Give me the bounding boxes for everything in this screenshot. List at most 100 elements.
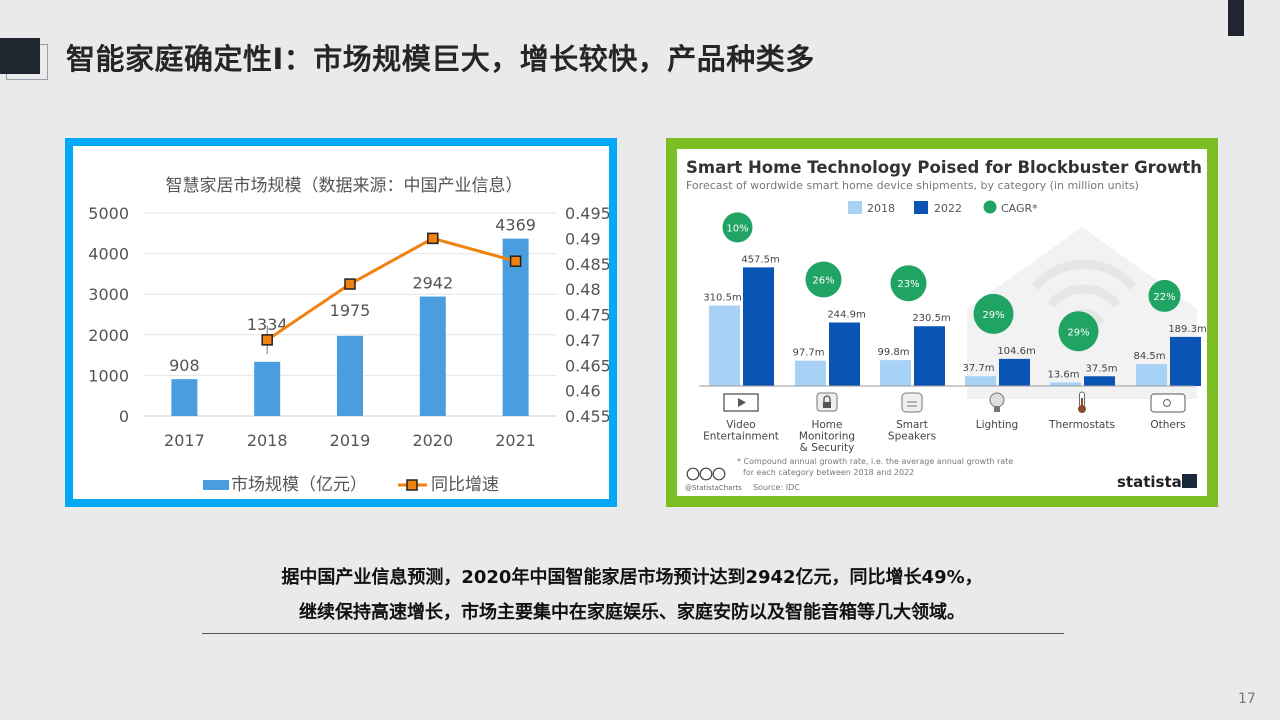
- legend-line-label: 同比增速: [431, 475, 499, 495]
- wifi-watermark-icon: [1047, 284, 1121, 308]
- thermometer-icon: [1078, 391, 1086, 413]
- x-tick-label: 2019: [330, 431, 371, 450]
- cagr-bubble: [890, 265, 927, 302]
- cagr-bubble: [805, 261, 842, 298]
- y-tick-label: 4000: [88, 245, 129, 264]
- value-label-2022: 244.9m: [827, 309, 865, 320]
- y2-tick-label: 0.46: [565, 382, 601, 401]
- growth-rate-point: [261, 334, 273, 346]
- bar-2018: [254, 361, 281, 416]
- caption-line-1: 据中国产业信息预测，2020年中国智能家居市场预计达到2942亿元，同比增长49…: [281, 567, 983, 588]
- footnote-line-1: * Compound annual growth rate, i.e. the …: [737, 457, 1013, 466]
- bar-value-label: 4369: [495, 216, 536, 235]
- cagr-bubble: [722, 212, 753, 243]
- category-label: Thermostats: [1048, 419, 1115, 431]
- x-tick-label: 2017: [164, 431, 205, 450]
- speaker-icon: [901, 392, 923, 413]
- bar-value-label: 1334: [247, 315, 288, 334]
- cagr-label: 22%: [1153, 292, 1175, 303]
- y-tick-label: 1000: [88, 366, 129, 385]
- statista-logo-icon: [1182, 474, 1197, 488]
- statista-logo: statista: [1117, 473, 1182, 491]
- cagr-label: 29%: [1067, 327, 1089, 338]
- legend-line-marker: [406, 479, 418, 491]
- growth-rate-line: [266, 236, 516, 342]
- value-label-2018: 84.5m: [1133, 351, 1165, 362]
- y2-tick-label: 0.455: [565, 407, 609, 426]
- market-size-chart-title: 智慧家居市场规模（数据来源：中国产业信息）: [166, 176, 523, 196]
- shipments-chart-title: Smart Home Technology Poised for Blockbu…: [686, 158, 1202, 177]
- category-label: Home: [811, 419, 842, 431]
- caption-text: 据中国产业信息预测，2020年中国智能家居市场预计达到2942亿元，同比增长49…: [200, 560, 1064, 630]
- legend-2022-label: 2022: [934, 202, 962, 215]
- cagr-bubble: [1058, 311, 1099, 352]
- value-label-2022: 230.5m: [912, 313, 950, 324]
- y2-tick-label: 0.49: [565, 229, 601, 248]
- bar-2022-0: [743, 267, 774, 386]
- footnote-line-2: for each category between 2018 and 2022: [743, 468, 914, 477]
- category-label: Speakers: [888, 431, 936, 443]
- bar-2018-3: [965, 376, 996, 386]
- x-tick-label: 2018: [247, 431, 288, 450]
- y-tick-label: 2000: [88, 326, 129, 345]
- value-label-2018: 97.7m: [792, 348, 824, 359]
- category-label: Others: [1150, 419, 1185, 431]
- x-tick-label: 2021: [495, 431, 536, 450]
- y2-tick-label: 0.475: [565, 306, 609, 325]
- value-label-2022: 457.5m: [741, 254, 779, 265]
- bar-2022-3: [999, 358, 1030, 386]
- y-tick-label: 0: [119, 407, 129, 426]
- cagr-bubble: [1148, 279, 1181, 312]
- left-chart-frame: 智慧家居市场规模（数据来源：中国产业信息） 0 1000 2000 3000 4000 5…: [65, 138, 617, 507]
- category-label: Smart: [896, 419, 928, 431]
- lock-icon: [816, 392, 838, 412]
- y2-tick-label: 0.465: [565, 356, 609, 375]
- bulb-icon: [989, 392, 1005, 412]
- y2-tick-label: 0.495: [565, 204, 609, 223]
- growth-rate-point: [344, 278, 356, 290]
- bar-2019: [337, 335, 363, 416]
- credit-handle: @StatistaCharts: [685, 484, 742, 492]
- legend-cagr-swatch: [983, 200, 997, 214]
- bar-2021: [502, 238, 529, 416]
- legend-bar-label: 市场规模（亿元）: [231, 475, 367, 495]
- value-label-2018: 13.6m: [1047, 369, 1079, 380]
- growth-rate-point: [509, 255, 522, 267]
- y2-tick-label: 0.485: [565, 255, 609, 274]
- bar-2020: [419, 296, 446, 416]
- cagr-label: 10%: [726, 223, 748, 234]
- cagr-label: 23%: [897, 279, 919, 290]
- tablet-icon: [1150, 393, 1186, 413]
- left-chart-panel: 智慧家居市场规模（数据来源：中国产业信息） 0 1000 2000 3000 4000 5…: [73, 146, 611, 499]
- value-label-2022: 189.3m: [1168, 324, 1206, 335]
- category-label: Lighting: [976, 419, 1018, 431]
- category-label: Video: [726, 419, 755, 431]
- x-tick-label: 2020: [412, 431, 453, 450]
- corner-block-decoration: [0, 38, 40, 74]
- bar-2018-2: [880, 360, 911, 386]
- page-number: 17: [1238, 691, 1256, 707]
- legend-bar-swatch: [203, 480, 229, 490]
- wifi-watermark-icon: [1031, 259, 1137, 290]
- smart-home-shipments-chart: Smart Home Technology Poised for Blockbu…: [685, 158, 1207, 492]
- top-right-bar-decoration: [1228, 0, 1244, 36]
- category-label: Monitoring: [799, 431, 855, 443]
- category-label: Entertainment: [703, 431, 779, 443]
- bar-2018-4: [1050, 382, 1081, 386]
- license-icon: [712, 467, 726, 481]
- bar-2018-5: [1136, 364, 1167, 386]
- y2-tick-label: 0.47: [565, 331, 601, 350]
- y2-tick-label: 0.48: [565, 280, 601, 299]
- bar-2017: [171, 379, 198, 416]
- legend-2022-swatch: [914, 201, 928, 214]
- cagr-label: 29%: [982, 310, 1004, 321]
- value-label-2022: 37.5m: [1085, 363, 1117, 374]
- market-size-chart: 智慧家居市场规模（数据来源：中国产业信息） 0 1000 2000 3000 4000 5…: [88, 176, 611, 495]
- bar-value-label: 908: [169, 356, 200, 375]
- tv-icon: [723, 393, 759, 412]
- category-label: & Security: [800, 442, 855, 454]
- bar-2018-0: [709, 305, 740, 386]
- value-label-2018: 99.8m: [877, 347, 909, 358]
- legend-2018-label: 2018: [867, 202, 895, 215]
- cagr-bubble: [973, 293, 1014, 334]
